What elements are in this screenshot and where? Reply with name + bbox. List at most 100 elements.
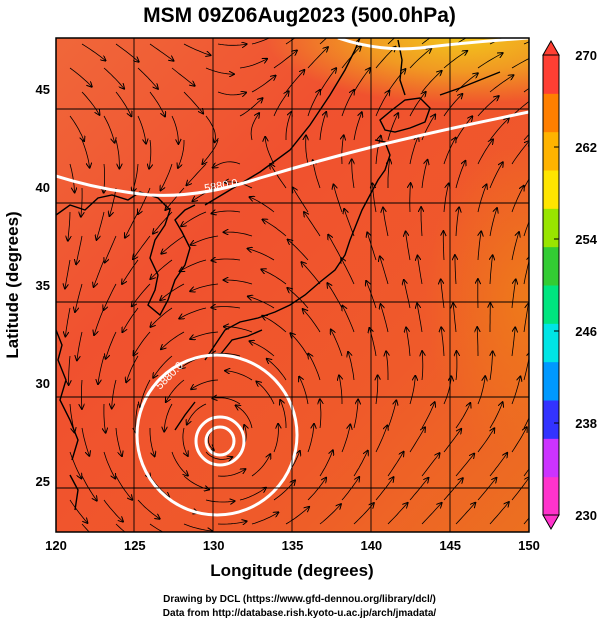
streamline [171,67,195,86]
streamline [115,427,122,456]
streamline [250,113,259,141]
streamline [443,184,449,213]
streamline [477,53,503,69]
streamline [443,51,467,69]
streamline [308,354,321,381]
colorbar-segment [543,476,559,516]
streamline [280,400,287,428]
streamline [313,160,321,189]
colorbar-segment [543,323,559,363]
y-tick-label: 25 [36,474,50,489]
colorbar-segment [543,400,559,439]
streamline [421,402,435,429]
streamline [236,405,253,429]
streamline [75,283,83,312]
streamline [149,91,165,117]
streamline [341,425,350,453]
streamline [285,70,304,93]
streamline [217,521,247,524]
streamline [455,255,456,285]
colorbar-bottom-triangle [542,514,560,531]
colorbar-segment [543,438,559,478]
streamline [352,159,354,189]
colorbar-segment [543,361,559,401]
colorbar-label: 262 [575,140,597,155]
streamline [320,399,321,429]
colorbar [542,39,560,531]
streamline [307,90,320,117]
streamline [161,331,185,349]
streamline [225,371,253,381]
colorbar-label: 270 [575,48,597,63]
streamline [375,426,387,453]
x-tick-label: 120 [45,538,67,553]
streamline [455,161,465,189]
plot-frame [55,37,530,533]
streamline [328,235,343,261]
streamline [256,382,275,405]
streamline [455,503,475,525]
streamline [211,307,241,308]
streamline [489,162,503,189]
streamline [287,288,309,309]
streamline [251,512,278,525]
streamline [69,67,92,87]
streamline [376,375,378,405]
streamline [344,209,355,237]
streamline [375,477,394,501]
streamline [409,427,425,453]
streamline [441,279,445,309]
streamline [523,417,529,429]
streamline [273,91,289,117]
colorbar-label: 230 [575,508,597,523]
streamline [341,477,359,501]
streamline [511,427,527,453]
streamline [205,500,235,502]
streamline [381,304,389,333]
colorbar-segment [543,93,559,133]
streamline [134,331,151,356]
streamline [250,197,275,213]
colorbar-top-triangle [542,39,560,56]
streamline [150,307,173,327]
x-tick-label: 150 [518,538,540,553]
streamline [81,91,100,115]
streamline [81,475,97,501]
streamline [267,359,287,381]
streamline [273,424,278,453]
streamline [406,232,411,261]
streamline [375,91,389,117]
streamline [250,341,275,357]
streamline [81,523,90,532]
streamline [341,258,355,285]
streamline [65,307,71,336]
colorbar-segment [543,285,559,324]
streamline [375,47,396,69]
streamline [183,91,203,114]
streamline [98,355,105,384]
streamline [69,355,70,385]
streamline [319,112,326,141]
streamline [103,115,115,143]
streamline [299,377,309,405]
streamline [443,478,463,501]
x-axis-title: Longitude (degrees) [210,561,373,580]
streamline [342,135,344,165]
streamline [112,379,117,408]
streamline [511,58,529,69]
streamline [81,427,89,456]
streamline [187,163,207,185]
streamline [104,403,106,433]
x-tick-labels: 120 125 130 135 140 145 150 [45,538,540,553]
x-tick-label: 135 [282,538,304,553]
streamline [212,211,241,214]
streamline [319,68,336,93]
streamline [331,330,343,357]
streamline [149,139,151,169]
y-axis-title: Latitude (degrees) [3,211,22,358]
streamline [387,452,404,477]
streamline [183,523,212,531]
streamline [288,240,309,261]
streamline [290,333,309,357]
y-tick-label: 30 [36,376,50,391]
